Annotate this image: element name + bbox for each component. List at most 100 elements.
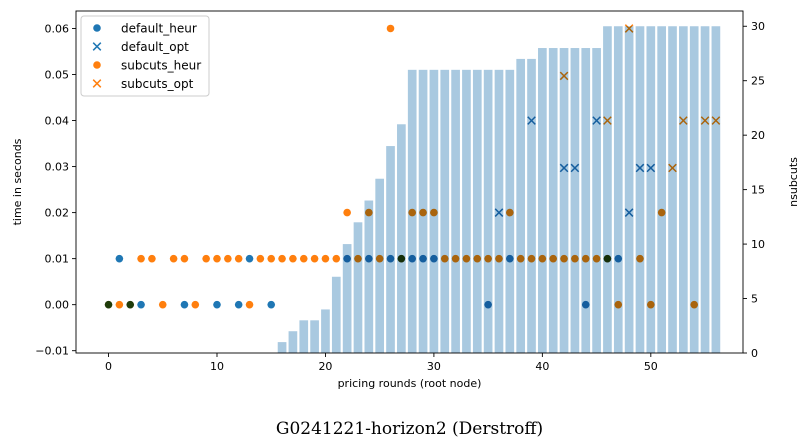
nsubcuts-bar	[679, 26, 688, 353]
subcuts_heur-point	[506, 208, 514, 217]
legend-label: default_opt	[121, 40, 189, 54]
subcuts_heur-point	[408, 208, 417, 217]
subcuts_heur-point	[571, 254, 579, 263]
subcuts_heur-point	[419, 208, 427, 217]
nsubcuts-bar	[310, 320, 319, 353]
default_opt-point	[624, 208, 634, 217]
subcuts_heur-point	[538, 254, 547, 263]
y2-tick-label: 5	[751, 293, 758, 306]
subcuts_heur-point	[267, 254, 276, 263]
legend-marker	[92, 42, 102, 51]
nsubcuts-bar	[635, 26, 645, 353]
subcuts_heur-point	[332, 254, 341, 263]
default_opt-point	[635, 163, 645, 173]
default_heur-point	[234, 300, 243, 309]
y-tick-label: 0.02	[45, 207, 70, 220]
legend: default_heur default_opt subcuts_heursubcu…	[80, 15, 210, 97]
subcuts_heur-point	[310, 254, 319, 263]
nsubcuts-bar	[516, 58, 526, 354]
x-tick-label: 40	[535, 360, 549, 373]
default_opt-point	[527, 116, 536, 125]
nsubcuts-bar	[451, 69, 460, 353]
subcuts_heur-point	[289, 254, 297, 263]
subcuts_heur-point	[158, 300, 167, 309]
y-tick-label: 0.06	[45, 22, 70, 35]
subcuts_heur-point	[581, 254, 590, 263]
legend-entry: default_opt	[92, 40, 189, 54]
y2-tick-label: 0	[751, 347, 758, 360]
subcuts_heur-point	[213, 254, 221, 263]
default_opt-point	[559, 163, 569, 173]
subcuts_heur-point	[397, 254, 406, 263]
subcuts_heur-point	[224, 254, 232, 263]
y2-axis-label: nsubcuts	[787, 157, 800, 207]
nsubcuts-bar	[603, 26, 612, 353]
nsubcuts-bar	[342, 244, 352, 353]
default_heur-point	[506, 254, 514, 263]
default_heur-point	[180, 300, 189, 309]
nsubcuts-bar	[288, 331, 298, 353]
subcuts_heur-point	[148, 254, 156, 263]
subcuts_heur-point	[386, 24, 395, 33]
nsubcuts-bar	[548, 48, 558, 353]
default_opt-point	[592, 116, 601, 125]
figure-caption: G0241221-horizon2 (Derstroff)	[276, 419, 543, 439]
nsubcuts-bar	[711, 26, 721, 353]
subcuts_heur-point	[278, 254, 286, 263]
plot-area-frame	[75, 10, 744, 354]
subcuts_opt-point	[559, 71, 569, 81]
y-tick-label: 0.05	[45, 69, 70, 82]
nsubcuts-bar	[494, 69, 504, 353]
nsubcuts-bar	[483, 69, 493, 353]
nsubcuts-bar	[321, 309, 330, 353]
nsubcuts-bar	[472, 69, 482, 353]
subcuts_heur-point	[365, 208, 373, 217]
nsubcuts-bar	[700, 26, 710, 353]
nsubcuts-bar	[624, 26, 634, 353]
y-tick-label: 0.00	[45, 299, 70, 312]
y2-tick-label: 10	[751, 238, 765, 251]
subcuts_heur-point	[343, 208, 351, 217]
default_heur-point	[115, 254, 124, 263]
series-subcuts_opt	[559, 24, 721, 173]
x-axis-ticks: 0 10 20 30 40 50	[105, 353, 658, 373]
y-tick-label: 0.03	[45, 161, 70, 174]
legend-entry: subcuts_opt	[92, 77, 194, 91]
subcuts_heur-point	[603, 254, 612, 263]
y2-tick-label: 25	[751, 75, 765, 88]
nsubcuts-bar	[613, 26, 623, 353]
default_heur-point	[581, 300, 590, 309]
subcuts_heur-point	[592, 254, 601, 263]
series-subcuts_heur	[104, 24, 698, 309]
subcuts_heur-point	[516, 254, 525, 263]
nsubcuts-bar	[559, 48, 569, 353]
subcuts_opt-point	[668, 163, 677, 173]
nsubcuts-bar	[527, 58, 536, 354]
default_opt-point	[494, 208, 504, 217]
nsubcuts-bar	[299, 320, 309, 353]
default_heur-point	[137, 300, 145, 309]
subcuts_heur-point	[451, 254, 460, 263]
x-axis-label: pricing rounds (root node)	[338, 377, 482, 390]
subcuts_heur-point	[690, 300, 698, 309]
subcuts_heur-point	[527, 254, 536, 263]
default_heur-point	[213, 300, 221, 309]
subcuts_heur-point	[354, 254, 362, 263]
y2-tick-label: 30	[751, 20, 765, 33]
legend-marker	[92, 79, 102, 88]
nsubcuts-bar	[657, 26, 666, 353]
subcuts_heur-point	[484, 254, 492, 263]
subcuts_heur-point	[180, 254, 189, 263]
default_heur-point	[343, 254, 351, 263]
nsubcuts-bar	[397, 124, 406, 354]
subcuts_opt-point	[679, 116, 688, 125]
nsubcuts-bar	[277, 342, 287, 353]
default_opt-point	[570, 163, 580, 173]
subcuts_heur-point	[115, 300, 124, 309]
default_heur-point	[484, 300, 492, 309]
default_heur-point	[430, 254, 438, 263]
nsubcuts-bar	[364, 200, 374, 353]
y-tick-label: 0.04	[45, 115, 70, 128]
legend-marker	[93, 61, 101, 69]
default_heur-point	[408, 254, 417, 263]
